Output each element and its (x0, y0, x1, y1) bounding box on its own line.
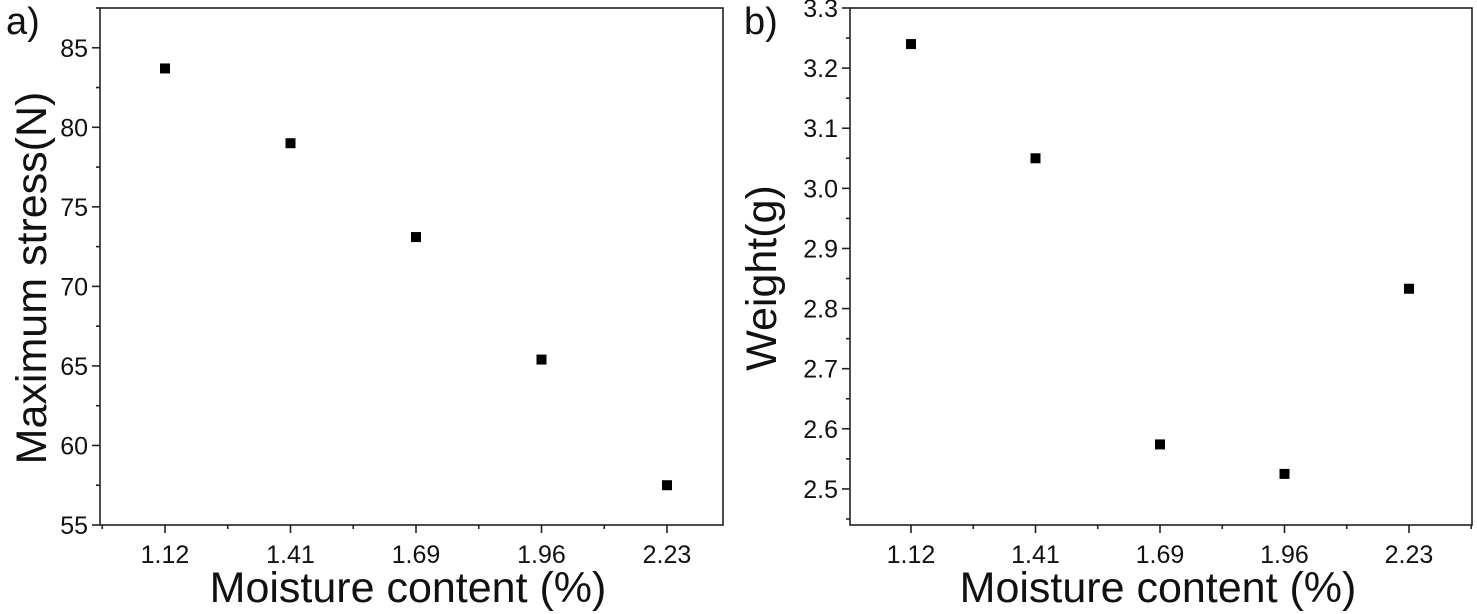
panel-a-x-tick-label: 1.41 (266, 541, 315, 569)
panel-b-y-tick-label: 2.5 (803, 476, 838, 504)
panel-a-plot-frame (99, 7, 724, 526)
panel-a-y-tick-label: 70 (60, 273, 88, 301)
panel-a-label: a) (6, 1, 40, 43)
panel-a-chart: a) Maximum stress(N) Moisture content (%… (6, 1, 724, 612)
panel-b-data-point (1404, 283, 1414, 294)
panel-b-y-tick-label: 3.1 (803, 115, 838, 143)
panel-a-y-tick-label: 55 (60, 512, 88, 540)
panel-b-x-tick-label: 2.23 (1385, 541, 1434, 569)
panel-a-x-axis-title: Moisture content (%) (210, 564, 607, 612)
panel-b-plot-frame (849, 7, 1473, 526)
panel-b-chart: b) Weight(g) Moisture content (%) 2.5 2.6… (738, 0, 1473, 612)
panel-b-data-point (906, 39, 916, 50)
panel-a-y-tick-label: 60 (60, 432, 88, 460)
panel-b-y-tick-label: 2.8 (803, 296, 838, 324)
panel-b-x-tick-label: 1.96 (1260, 541, 1309, 569)
panel-b-label: b) (744, 1, 778, 43)
panel-b-y-tick-label: 3.3 (803, 0, 838, 23)
panel-a-data-point (160, 63, 170, 74)
panel-b-y-tick-label: 2.6 (803, 416, 838, 444)
panel-a-y-axis-title: Maximum stress(N) (8, 92, 56, 465)
panel-b-y-tick-label: 3.0 (803, 175, 838, 203)
panel-a-x-tick-label: 1.96 (517, 541, 566, 569)
panel-a-data-point (536, 354, 547, 365)
panel-b-x-tick-label: 1.69 (1136, 541, 1185, 569)
panel-a-data-point (411, 232, 421, 243)
panel-a-y-tick-label: 65 (60, 353, 88, 381)
panel-b-data-point (1030, 153, 1041, 164)
panel-b-x-tick-label: 1.41 (1011, 541, 1060, 569)
panel-b-x-axis-title: Moisture content (%) (960, 564, 1357, 612)
panel-b-data-point (1279, 468, 1290, 479)
panel-b-y-tick-label: 2.9 (803, 235, 838, 263)
panel-a-y-tick-label: 85 (60, 35, 88, 63)
panel-a-y-tick-label: 80 (60, 114, 88, 142)
panel-a-data-point (285, 138, 296, 149)
panel-a-x-tick-label: 1.69 (392, 541, 441, 569)
panel-b-y-axis-title: Weight(g) (738, 185, 786, 371)
panel-b-y-tick-label: 2.7 (803, 356, 838, 384)
panel-a-y-tick-label: 75 (60, 194, 88, 222)
panel-b-data-point (1155, 439, 1165, 450)
panel-a-data-point (662, 480, 672, 491)
panel-a-x-tick-label: 2.23 (643, 541, 692, 569)
panel-a-x-tick-label: 1.12 (141, 541, 190, 569)
panel-b-y-tick-label: 3.2 (803, 55, 838, 83)
panel-b-x-tick-label: 1.12 (887, 541, 936, 569)
